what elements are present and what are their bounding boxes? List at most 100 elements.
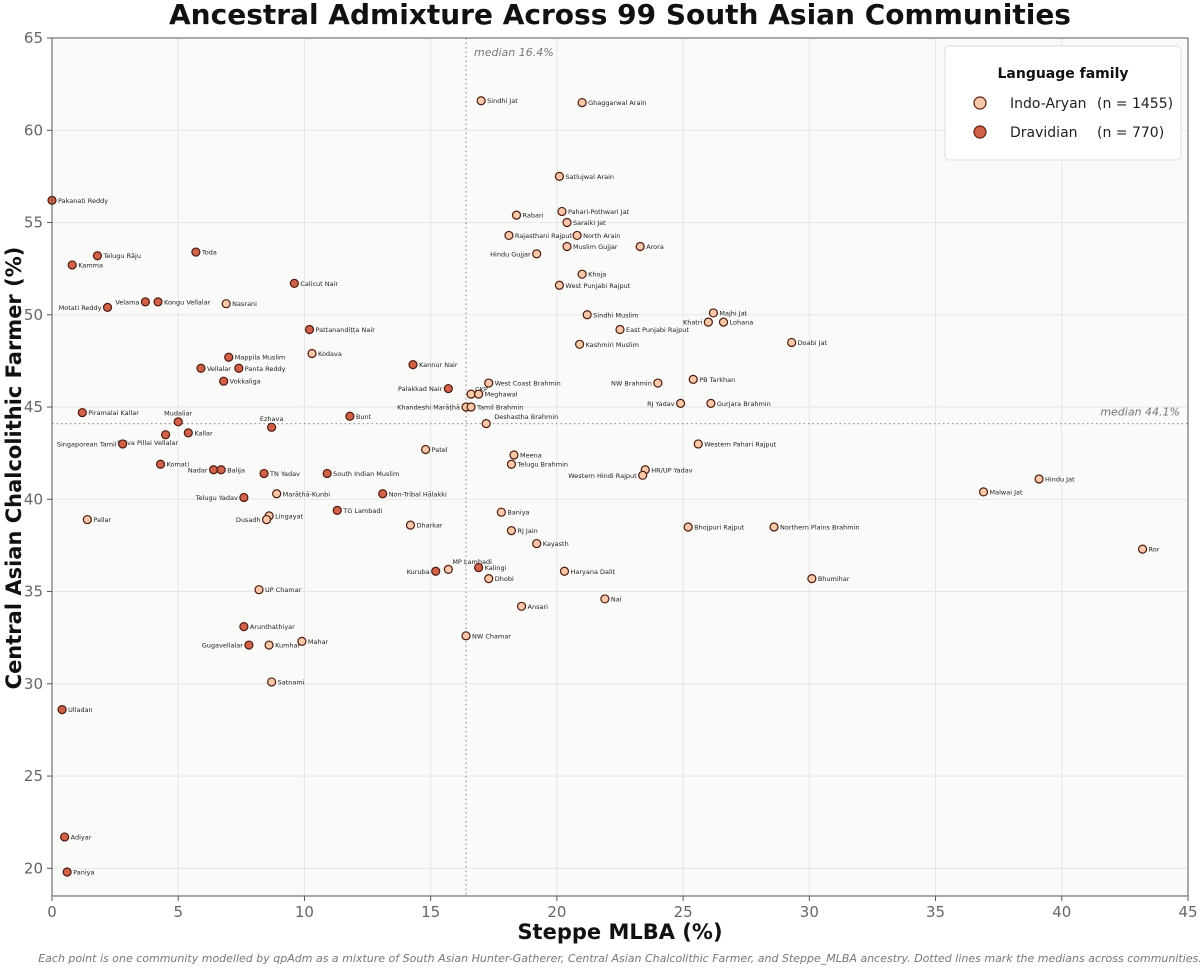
data-point <box>693 439 703 449</box>
data-point <box>140 297 151 307</box>
data-label: Malwai Jat <box>990 488 1023 496</box>
data-point <box>511 210 522 220</box>
plot-background <box>52 38 1188 896</box>
y-tick-label: 55 <box>24 214 43 232</box>
data-label: Ghaggarwal Arain <box>588 99 646 107</box>
data-label: Pattanandiṭṭa Nair <box>315 326 375 334</box>
data-label: Adiyar <box>71 833 92 841</box>
data-label: Ansari <box>528 603 549 611</box>
data-point <box>706 398 716 408</box>
axes: 0 5 10 15 20 25 30 35 40 45 20 25 30 35 40 45 50 55 60 65 <box>24 29 1198 921</box>
data-point <box>718 317 729 327</box>
data-label: Gurjara Brahmin <box>717 400 771 408</box>
data-label: CKP <box>475 386 488 394</box>
x-tick-label: 10 <box>295 903 314 921</box>
data-label: Nasrani <box>232 300 257 308</box>
data-point <box>557 206 567 217</box>
data-point <box>532 249 542 259</box>
data-label: Ulladan <box>68 706 93 714</box>
data-point <box>244 640 254 650</box>
data-point <box>496 507 506 517</box>
data-point <box>787 337 797 348</box>
x-tick-label: 20 <box>547 903 566 921</box>
data-label: Ror <box>1149 546 1160 554</box>
data-point <box>600 594 610 604</box>
data-point <box>509 450 519 460</box>
data-point <box>466 402 476 412</box>
median-x-label: median 16.4% <box>474 46 554 59</box>
legend-label-dravidian: Dravidian <box>1010 125 1078 141</box>
median-lines: median 16.4% median 44.1% <box>52 38 1188 896</box>
data-label: Satlujwal Arain <box>565 173 614 181</box>
data-label: Piramalai Kallar <box>88 409 139 417</box>
data-label: Khoja <box>588 271 606 279</box>
data-label: Lohana <box>730 319 754 327</box>
legend-count-indo-aryan: (n = 1455) <box>1097 96 1173 112</box>
legend-marker-indo-aryan <box>973 96 987 110</box>
legend-count-dravidian: (n = 770) <box>1097 125 1164 141</box>
data-label: PB Tarkhan <box>699 376 735 384</box>
data-label: Singaporean Tamil <box>57 440 117 448</box>
data-point <box>67 260 77 270</box>
data-label: Kumhar <box>275 642 300 650</box>
data-point <box>289 278 299 289</box>
data-label: Dharkar <box>416 522 442 530</box>
data-point <box>239 492 249 503</box>
data-point <box>554 171 565 181</box>
data-label: Paniya <box>73 869 94 877</box>
data-label: Bhumihar <box>818 575 850 583</box>
data-label: East Punjabi Rajput <box>626 326 689 334</box>
data-point <box>216 465 226 475</box>
x-tick-label: 25 <box>674 903 693 921</box>
data-label: Kamma <box>78 261 103 269</box>
series-indo-aryan: Sindhi Jat Ghaggarwal Arain Satlujwal Arai… <box>82 96 1160 687</box>
data-label: Telugu Brahmin <box>516 461 568 469</box>
data-label: Pakanati Reddy <box>58 197 108 205</box>
data-point <box>405 520 416 530</box>
data-point <box>675 398 686 408</box>
data-point <box>635 241 645 252</box>
data-label: West Coast Brahmin <box>495 380 561 388</box>
data-label: Velama <box>115 298 139 306</box>
data-point <box>807 574 817 584</box>
median-y-label: median 44.1% <box>1100 406 1180 419</box>
data-point <box>322 468 332 479</box>
data-point <box>466 389 476 399</box>
y-tick-label: 40 <box>24 490 43 508</box>
data-point <box>688 374 698 384</box>
data-label: Palakkad Nair <box>398 385 443 393</box>
data-point <box>504 230 514 241</box>
data-point <box>476 96 486 106</box>
y-tick-label: 65 <box>24 29 43 47</box>
data-point <box>708 308 719 318</box>
data-label: Rabari <box>522 212 543 220</box>
data-label: TG Lambadi <box>342 507 382 515</box>
data-point <box>638 470 648 480</box>
data-point <box>516 601 527 611</box>
data-point <box>60 832 70 842</box>
data-point <box>474 389 484 399</box>
data-label: Kashmiri Muslim <box>586 341 639 349</box>
data-point <box>224 352 234 362</box>
data-point <box>408 359 418 370</box>
data-point <box>484 574 494 584</box>
data-label: Toda <box>201 249 217 257</box>
legend-marker-dravidian <box>973 125 987 139</box>
data-point <box>219 376 229 386</box>
data-label: Dhobi <box>495 575 514 583</box>
data-label: TN Yadav <box>269 470 300 478</box>
data-point <box>575 339 585 349</box>
data-label: Kayasth <box>543 540 569 548</box>
data-point <box>378 489 388 499</box>
data-label: North Arain <box>583 232 620 240</box>
data-label: Saiva Pillai Vellalar <box>117 439 178 447</box>
x-axis-title: Steppe MLBA (%) <box>517 920 722 944</box>
y-tick-label: 60 <box>24 121 43 139</box>
data-label: Vellalar <box>207 365 231 373</box>
data-point <box>572 230 582 241</box>
data-point <box>261 514 272 525</box>
data-label: Sindhi Muslim <box>593 311 638 319</box>
data-point <box>234 363 244 373</box>
data-label: Gugavellalar <box>202 642 243 650</box>
